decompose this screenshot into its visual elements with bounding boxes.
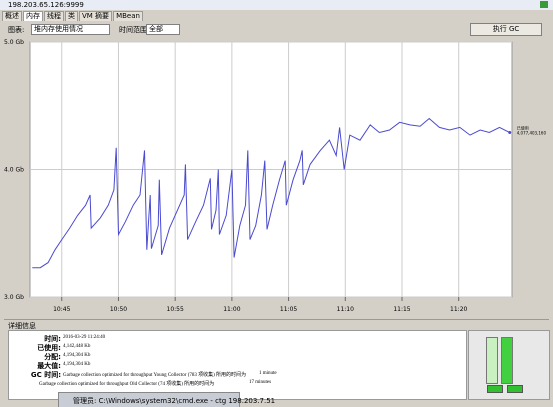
y-tick-label: 3.0 Gb [4, 294, 24, 301]
nonheap-button[interactable] [507, 385, 523, 393]
end-marker [508, 131, 512, 135]
annotation-label: 已使用 [517, 125, 529, 131]
tab[interactable]: VM 摘要 [79, 11, 113, 21]
range-select[interactable]: 全部 [146, 24, 180, 35]
heap-button[interactable] [487, 385, 503, 393]
memory-line [32, 117, 510, 269]
x-tick-label: 11:20 [450, 306, 467, 313]
annotation-value: 4,077,403,160 [517, 131, 547, 136]
gc-button[interactable]: 执行 GC [470, 23, 542, 36]
heap-bar [486, 337, 498, 384]
detail-label: 最大值: [37, 362, 61, 370]
chart: 3.0 Gb 4.0 Gb 5.0 Gb 10:45 10:50 10:55 11:00 11… [4, 39, 547, 313]
tab-bar: 概述 内存 线程类 VM 摘要 MBean [2, 11, 144, 21]
gc-label: GC 时间: [30, 371, 61, 379]
detail-value: 4,194,304 Kb [63, 353, 91, 358]
title-bar: 198.203.65.126:9999 [0, 0, 553, 10]
gc-time: 17 minutes [249, 380, 272, 385]
detail-value: 2016-03-29 11:24:40 [63, 335, 106, 340]
details-header-bar: 详细信息 [4, 319, 549, 330]
x-tick-label: 10:55 [167, 306, 184, 313]
details-panel: 时间: 2016-03-29 11:24:40 已使用: 4,142,448 Kb 分配… [8, 330, 467, 400]
window-title: 198.203.65.126:9999 [8, 1, 84, 9]
gc-time: 1 minute [259, 371, 277, 376]
x-tick-label: 10:50 [110, 306, 127, 313]
tab[interactable]: MBean [113, 11, 143, 21]
x-tick-label: 11:10 [337, 306, 354, 313]
status-icon [540, 1, 548, 8]
y-tick-label: 5.0 Gb [4, 39, 24, 46]
x-tick-label: 11:05 [280, 306, 297, 313]
y-tick-label: 4.0 Gb [4, 167, 24, 174]
heap-bar [501, 337, 513, 384]
x-tick-label: 10:45 [53, 306, 70, 313]
tab[interactable]: 概述 [2, 11, 22, 21]
taskbar-item[interactable]: 管理员: C:\Windows\system32\cmd.exe - ctg 1… [58, 392, 275, 407]
gc-collector: Garbage collection optimized for through… [39, 382, 215, 387]
detail-label: 已使用: [37, 344, 61, 352]
detail-label: 时间: [44, 335, 61, 343]
x-tick-label: 11:15 [393, 306, 410, 313]
range-label: 时间范围: [119, 26, 150, 34]
tab[interactable]: 内存 [23, 11, 43, 21]
x-tick-label: 11:00 [223, 306, 240, 313]
memory-bars-panel [468, 330, 550, 400]
detail-value: 4,194,304 Kb [63, 362, 91, 367]
detail-value: 4,142,448 Kb [63, 344, 91, 349]
tab[interactable]: 线程 [44, 11, 64, 21]
taskbar-text: 管理员: C:\Windows\system32\cmd.exe - ctg 1… [73, 397, 276, 405]
chart-label: 图表: [8, 26, 25, 34]
gc-collector: Garbage collection optimized for through… [63, 373, 247, 378]
details-header: 详细信息 [8, 322, 36, 330]
tab[interactable]: 类 [65, 11, 78, 21]
chart-select[interactable]: 堆内存使用情况 [31, 24, 110, 35]
detail-label: 分配: [44, 353, 61, 361]
